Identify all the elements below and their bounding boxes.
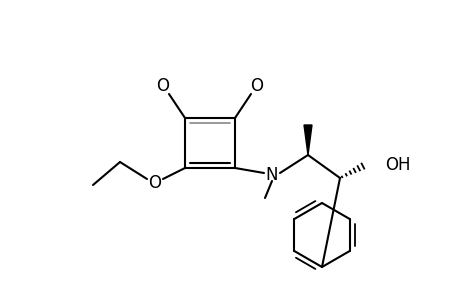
Text: O: O	[250, 77, 263, 95]
Text: OH: OH	[384, 156, 409, 174]
Polygon shape	[303, 125, 311, 155]
Text: O: O	[156, 77, 169, 95]
Text: O: O	[148, 174, 161, 192]
Text: N: N	[265, 166, 278, 184]
